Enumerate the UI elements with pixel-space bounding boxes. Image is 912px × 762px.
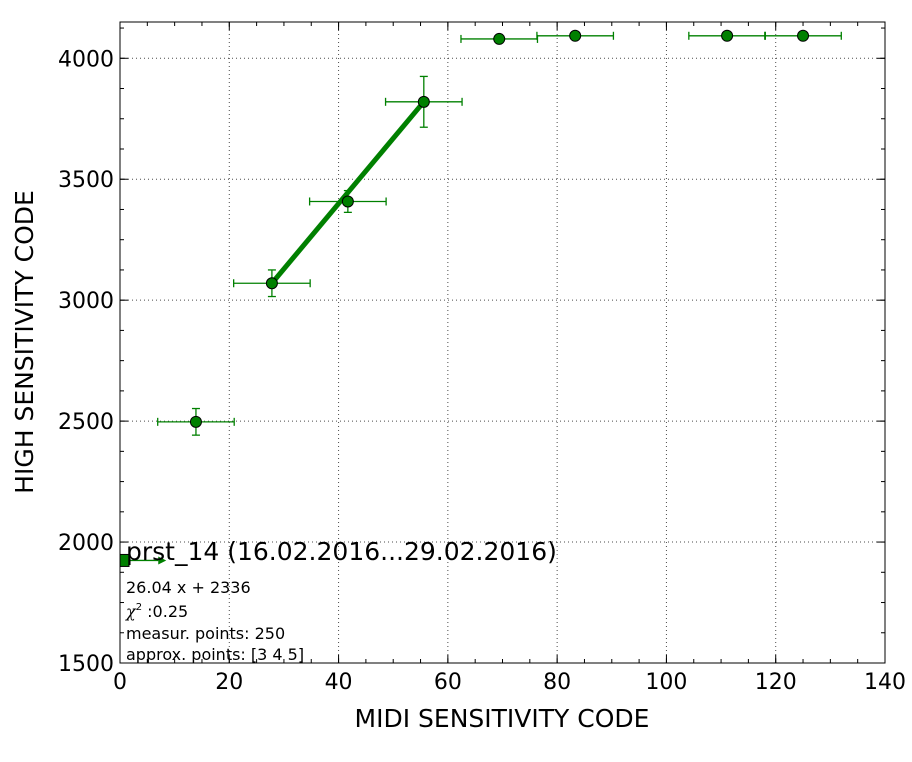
x-tick-label: 20 [215, 670, 243, 695]
x-axis-label: MIDI SENSITIVITY CODE [355, 704, 650, 733]
plot-frame [119, 21, 886, 664]
data-points [119, 29, 810, 567]
y-tick-label: 1500 [58, 652, 114, 677]
fit-line [269, 100, 426, 285]
x-tick-label: 100 [645, 670, 687, 695]
y-tick-label: 2000 [58, 531, 114, 556]
y-tick-labels: 1500 2000 2500 3000 3500 4000 [58, 47, 114, 677]
chi-symbol: χ [125, 602, 137, 621]
data-point [189, 415, 202, 428]
data-point [417, 95, 430, 108]
x-tick-label: 80 [543, 670, 571, 695]
chi-square-label: χ2 :0.25 [125, 602, 188, 621]
data-point [797, 29, 810, 42]
data-point [341, 195, 354, 208]
chi-value: :0.25 [142, 602, 188, 621]
chi-power: 2 [136, 602, 142, 613]
x-tick-label: 40 [325, 670, 353, 695]
data-point [721, 29, 734, 42]
error-bars [120, 31, 842, 565]
y-tick-label: 3500 [58, 168, 114, 193]
x-tick-label: 60 [434, 670, 462, 695]
y-tick-label: 2500 [58, 410, 114, 435]
x-tick-label: 120 [755, 670, 797, 695]
approx-points: approx. points: [3 4 5] [126, 645, 304, 664]
major-ticks [119, 22, 886, 664]
data-point [265, 277, 278, 290]
x-tick-labels: 0 20 40 60 80 100 120 140 [113, 670, 906, 695]
data-point [569, 29, 582, 42]
x-tick-label: 140 [864, 670, 906, 695]
fit-equation: 26.04 x + 2336 [126, 578, 251, 597]
x-error-arrow [158, 556, 167, 565]
chart-title: prst_14 (16.02.2016...29.02.2016) [126, 537, 557, 566]
measur-points: measur. points: 250 [126, 624, 285, 643]
y-tick-label: 3000 [58, 289, 114, 314]
x-tick-label: 0 [113, 670, 127, 695]
minor-ticks [119, 22, 886, 664]
y-tick-label: 4000 [58, 47, 114, 72]
y-axis-label: HIGH SENSITIVITY CODE [10, 190, 39, 494]
grid-lines [120, 22, 885, 663]
data-point [493, 32, 506, 45]
